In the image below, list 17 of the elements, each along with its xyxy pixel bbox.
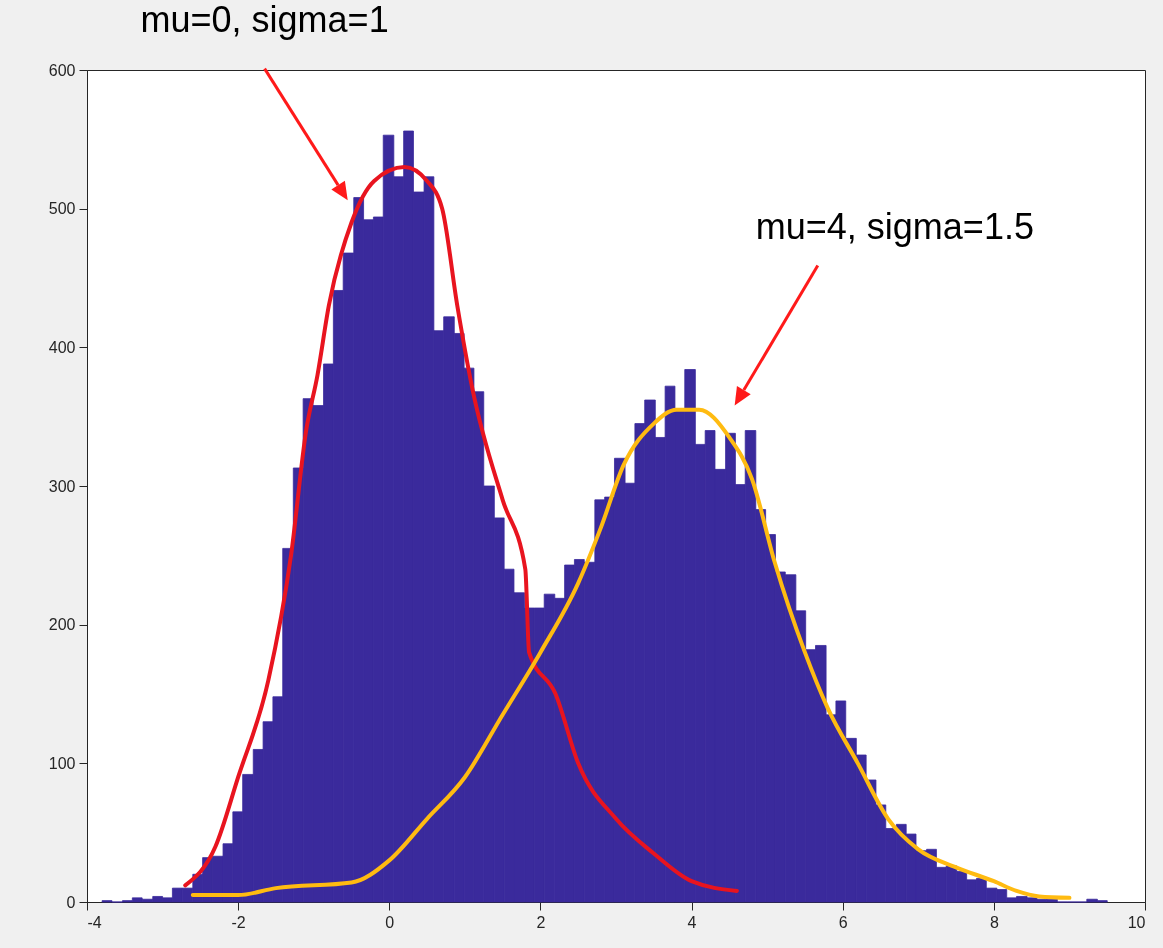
x-tick-label: 10: [1127, 913, 1146, 931]
text: mu=0, sigma=1: [140, 0, 389, 41]
x-tick-label: -4: [87, 913, 102, 931]
y-tick-label: 200: [48, 616, 76, 634]
x-tick-label: 8: [989, 913, 999, 931]
annotation: mu=4, sigma=1.5: [755, 206, 1034, 248]
y-tick-label: 600: [48, 61, 76, 79]
y-tick-label: 400: [48, 338, 76, 356]
x-tick-label: -2: [231, 913, 246, 931]
y-tick-label: 100: [48, 754, 76, 772]
x-tick-label: 0: [385, 913, 395, 931]
x-tick-label: 2: [536, 913, 546, 931]
x-tick-label: 6: [838, 913, 848, 931]
x-tick-label: 4: [687, 913, 697, 931]
y-tick-label: 0: [66, 893, 76, 911]
y-tick-label: 300: [48, 477, 76, 495]
y-tick-label: 500: [48, 200, 76, 218]
